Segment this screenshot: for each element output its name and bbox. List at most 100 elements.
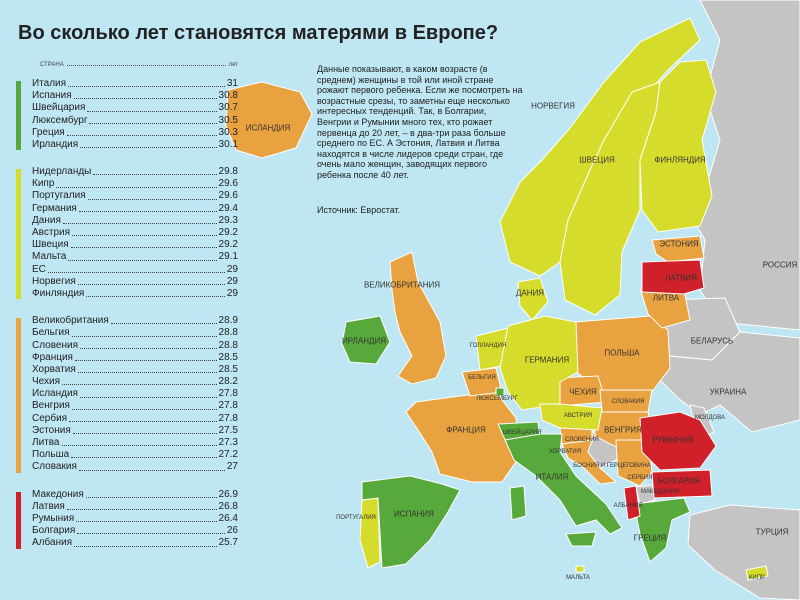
legend-country-name: Люксембург bbox=[32, 114, 88, 126]
legend-row: Норвегия 29 bbox=[32, 276, 238, 288]
map-label-italy: ИТАЛИЯ bbox=[535, 472, 569, 482]
legend-country-name: Сербия bbox=[32, 412, 68, 424]
legend-country-name: Латвия bbox=[32, 500, 65, 512]
cyprus-region bbox=[745, 565, 769, 581]
map-label-finland: ФИНЛЯНДИЯ bbox=[654, 155, 706, 165]
map-label-bosnia: БОСНИЯ И ГЕРЦЕГОВИНА bbox=[573, 463, 651, 469]
legend-country-name: Венгрия bbox=[32, 400, 70, 412]
legend-country-value: 27.2 bbox=[218, 449, 238, 461]
legend-country-value: 26.8 bbox=[218, 500, 238, 512]
legend-row: Кипр 29.6 bbox=[32, 178, 238, 190]
italy-region bbox=[504, 433, 623, 535]
legend-group: Италия 31 Испания 30.8 Швейцария 30.7 Люксембу… bbox=[16, 78, 238, 151]
legend-country-value: 27.8 bbox=[218, 412, 238, 424]
legend-country-name: ЕС bbox=[32, 263, 46, 275]
legend-row: Сербия 27.8 bbox=[32, 413, 238, 425]
legend-header-years: лет bbox=[228, 62, 238, 68]
map-label-serbia: СЕРБИЯ bbox=[627, 475, 653, 481]
legend-country-value: 30.7 bbox=[218, 102, 238, 114]
map-label-czech: ЧЕХИЯ bbox=[569, 387, 597, 397]
legend-country-name: Германия bbox=[32, 202, 77, 214]
legend-country-value: 26.4 bbox=[218, 512, 238, 524]
legend-country-name: Австрия bbox=[32, 227, 71, 239]
map-label-norway: НОРВЕГИЯ bbox=[531, 101, 575, 111]
map-label-belgium: БЕЛЬГИЯ bbox=[468, 375, 496, 381]
legend-country-name: Бельгия bbox=[32, 327, 70, 339]
legend-row: Дания 29.3 bbox=[32, 215, 238, 227]
legend-country-value: 29 bbox=[226, 275, 238, 287]
legend-country-name: Словакия bbox=[32, 461, 77, 473]
legend-group: Великобритания 28.9 Бельгия 28.8 Словения 28.… bbox=[16, 315, 238, 473]
legend-country-value: 29 bbox=[226, 263, 238, 275]
legend-row: Германия 29.4 bbox=[32, 203, 238, 215]
legend-country-value: 28.9 bbox=[218, 315, 238, 327]
legend-group: Македония 26.9 Латвия 26.8 Румыния 26.4 Болгар… bbox=[16, 489, 238, 550]
legend-country-name: Румыния bbox=[32, 512, 75, 524]
source-text: Источник: Евростат. bbox=[317, 205, 401, 215]
legend-country-value: 30.8 bbox=[218, 90, 238, 102]
legend-row: Исландия 27.8 bbox=[32, 388, 238, 400]
legend-country-name: Дания bbox=[32, 214, 61, 226]
legend-country-name: Италия bbox=[32, 77, 67, 89]
legend-country-value: 29.2 bbox=[218, 239, 238, 251]
legend-row: Швейцария 30.7 bbox=[32, 102, 238, 114]
legend-country-value: 28.8 bbox=[218, 339, 238, 351]
map-label-france: ФРАНЦИЯ bbox=[446, 425, 486, 435]
legend-row: Румыния 26.4 bbox=[32, 513, 238, 525]
legend-country-name: Эстония bbox=[32, 424, 71, 436]
legend-groups: Италия 31 Испания 30.8 Швейцария 30.7 Люксембу… bbox=[16, 78, 238, 550]
legend-country-name: Кипр bbox=[32, 178, 55, 190]
map-label-turkey: ТУРЦИЯ bbox=[755, 527, 789, 537]
latvia-region bbox=[641, 259, 705, 295]
legend-row: Великобритания 28.9 bbox=[32, 315, 238, 327]
legend-country-name: Нидерланды bbox=[32, 166, 92, 178]
sweden-region bbox=[559, 81, 661, 316]
map-label-greece: ГРЕЦИЯ bbox=[633, 533, 667, 543]
legend-row: Словакия 27 bbox=[32, 461, 238, 473]
legend-country-value: 30.5 bbox=[218, 114, 238, 126]
legend-country-name: Норвегия bbox=[32, 275, 76, 287]
map-label-slovakia: СЛОВАКИЯ bbox=[611, 399, 645, 405]
legend-country-name: Финляндия bbox=[32, 287, 85, 299]
legend-row: Ирландия 30.1 bbox=[32, 139, 238, 151]
romania-region bbox=[639, 411, 717, 471]
portugal-region bbox=[359, 497, 381, 569]
map-label-russia: РОССИЯ bbox=[762, 260, 798, 270]
legend-country-name: Исландия bbox=[32, 388, 78, 400]
legend-row: Польша 27.2 bbox=[32, 449, 238, 461]
legend-header-country: СТРАНА bbox=[40, 62, 64, 68]
greece-region bbox=[633, 497, 691, 563]
legend-country-value: 28.5 bbox=[218, 351, 238, 363]
legend-country-name: Испания bbox=[32, 90, 72, 102]
macedonia-region bbox=[635, 484, 656, 505]
legend-row: Франция 28.5 bbox=[32, 352, 238, 364]
map-label-latvia: ЛАТВИЯ bbox=[665, 273, 697, 283]
map-label-iceland: ИСЛАНДИЯ bbox=[245, 123, 291, 133]
map-label-moldova: МОЛДОВА bbox=[694, 415, 726, 421]
bulgaria-region bbox=[651, 469, 713, 499]
legend-row: Швеция 29.2 bbox=[32, 239, 238, 251]
legend-row: Латвия 26.8 bbox=[32, 501, 238, 513]
map-label-uk: ВЕЛИКОБРИТАНИЯ bbox=[363, 280, 441, 290]
legend-row: Македония 26.9 bbox=[32, 489, 238, 501]
legend-row: Финляндия 29 bbox=[32, 288, 238, 300]
legend-country-name: Литва bbox=[32, 437, 60, 449]
map-label-portugal: ПОРТУГАЛИЯ bbox=[336, 515, 376, 521]
map-label-ukraine: УКРАИНА bbox=[709, 387, 747, 397]
legend-country-name: Македония bbox=[32, 488, 84, 500]
legend-country-value: 30.1 bbox=[218, 138, 238, 150]
legend-row: Италия 31 bbox=[32, 78, 238, 90]
legend-country-value: 29.4 bbox=[218, 202, 238, 214]
map-label-romania: РУМЫНИЯ bbox=[652, 435, 694, 445]
map-label-cyprus: КИПР bbox=[748, 575, 766, 581]
legend-group: Нидерланды 29.8 Кипр 29.6 Португалия 29.6 Герм… bbox=[16, 166, 238, 300]
legend-country-value: 29.6 bbox=[218, 190, 238, 202]
malta-region bbox=[575, 565, 585, 573]
legend-row: Венгрия 27.8 bbox=[32, 400, 238, 413]
map-label-switzerland: ШВЕЙЦАРИЯ bbox=[502, 430, 542, 436]
legend-color-bar bbox=[16, 169, 21, 300]
legend-country-name: Франция bbox=[32, 351, 73, 363]
legend-country-value: 27.3 bbox=[218, 437, 238, 449]
spain-region bbox=[361, 475, 461, 569]
legend-header: СТРАНА лет bbox=[16, 62, 238, 68]
